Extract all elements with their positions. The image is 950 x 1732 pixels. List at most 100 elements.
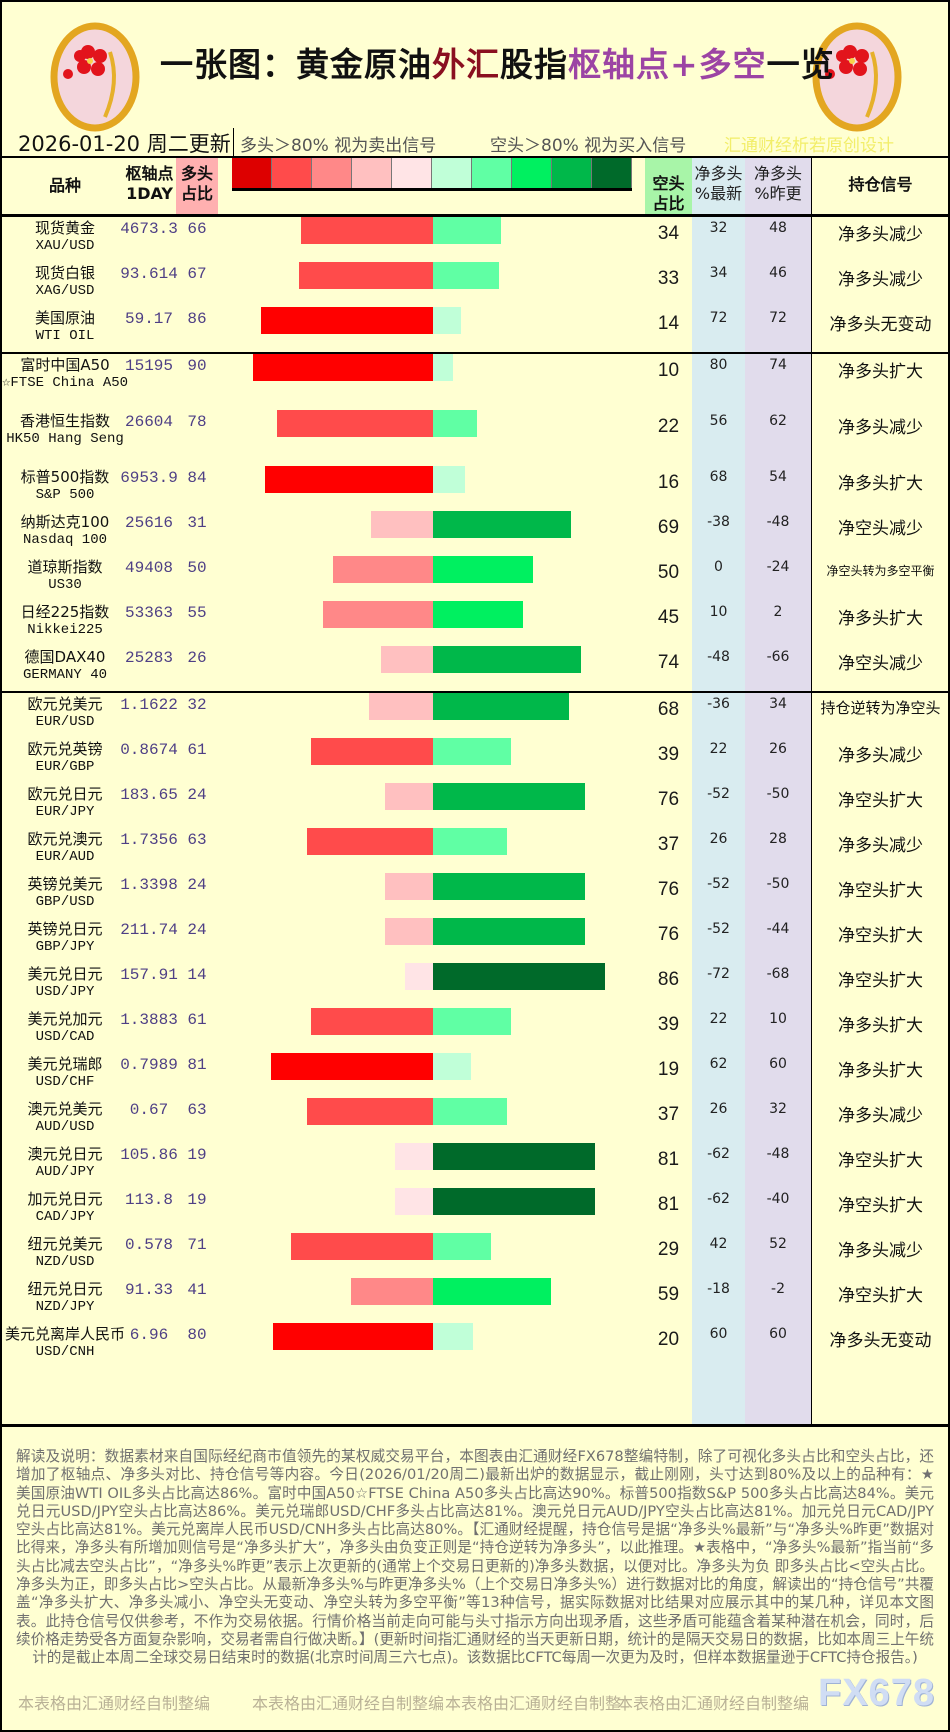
instrument-name: 美元兑瑞郎 USD/CHF	[0, 1053, 130, 1091]
instrument-name-cn: 美元兑离岸人民币	[4, 1325, 125, 1343]
net-long-previous: -48	[766, 514, 790, 530]
long-percent: 50	[187, 559, 207, 577]
short-percent: 14	[657, 313, 680, 334]
net-long-previous: -2	[771, 1281, 785, 1297]
instrument-symbol: USD/JPY	[35, 984, 95, 1000]
net-long-previous: -68	[766, 966, 790, 982]
short-percent: 69	[657, 517, 680, 538]
instrument-name-cn: 英镑兑美元	[27, 875, 103, 893]
instrument-symbol: XAU/USD	[35, 238, 95, 254]
pivot-value: 59.17	[124, 310, 173, 328]
instrument-name: 英镑兑日元 GBP/JPY	[0, 918, 130, 956]
net-long-previous: 26	[769, 741, 787, 757]
instrument-symbol: AUD/USD	[35, 1119, 95, 1135]
color-swatch	[592, 158, 632, 188]
long-percent: 24	[187, 786, 207, 804]
position-signal: 净多头减少	[838, 1106, 923, 1126]
short-percent: 29	[657, 1239, 680, 1260]
short-percent: 45	[657, 607, 680, 628]
instrument-symbol: EUR/USD	[35, 714, 95, 730]
watermark: 本表格由汇通财经自制整编	[617, 1694, 810, 1713]
long-percent: 71	[187, 1236, 207, 1254]
long-bar	[351, 1278, 433, 1305]
instrument-name: 纳斯达克100 Nasdaq 100	[0, 511, 130, 549]
instrument-name-cn: 英镑兑日元	[27, 920, 103, 938]
long-short-bar	[218, 1188, 645, 1218]
net-long-latest: -38	[707, 514, 730, 530]
pivot-value: 211.74	[120, 921, 178, 939]
long-bar	[253, 354, 433, 381]
table-row: 加元兑日元 CAD/JPY 113.8 19 81 -62 -40 净空头扩大	[0, 1188, 950, 1233]
long-short-bar	[218, 1233, 645, 1263]
plum-blossom-logo-icon	[50, 22, 140, 132]
pivot-value: 0.578	[124, 1236, 173, 1254]
position-signal: 净空头扩大	[838, 1286, 923, 1306]
net-long-previous: 34	[769, 696, 787, 712]
instrument-name-cn: 美元兑加元	[27, 1010, 103, 1028]
long-percent: 19	[187, 1146, 207, 1164]
net-long-previous: -66	[766, 649, 790, 665]
long-short-bar	[218, 410, 645, 440]
header-net-prev: 净多头 %昨更	[745, 158, 811, 215]
instrument-symbol: Nikkei225	[27, 622, 103, 638]
long-percent: 41	[187, 1281, 207, 1299]
long-percent: 24	[187, 876, 207, 894]
long-bar	[307, 828, 433, 855]
long-short-bar	[218, 354, 645, 384]
long-bar	[311, 1008, 433, 1035]
net-long-latest: -62	[707, 1191, 730, 1207]
pivot-value: 26604	[124, 413, 173, 431]
short-bar	[433, 601, 523, 628]
position-signal: 净多头减少	[838, 270, 923, 290]
long-percent: 86	[187, 310, 207, 328]
position-signal: 净空头减少	[838, 519, 923, 539]
short-bar	[433, 918, 585, 945]
instrument-symbol: EUR/JPY	[35, 804, 95, 820]
header-net-prev-sub: %昨更	[754, 184, 802, 203]
table-row: 纳斯达克100 Nasdaq 100 25616 31 69 -38 -48 净空头减少	[0, 511, 950, 556]
net-long-previous: 74	[769, 357, 787, 373]
pivot-value: 105.86	[120, 1146, 178, 1164]
color-scale-legend	[232, 158, 632, 191]
net-long-latest: 22	[709, 1011, 728, 1027]
long-bar	[405, 963, 433, 990]
header-net-new-sub: %最新	[694, 184, 743, 203]
long-bar	[323, 601, 433, 628]
short-bar	[433, 307, 461, 334]
short-percent: 10	[657, 360, 680, 381]
table-row: 纽元兑日元 NZD/JPY 91.33 41 59 -18 -2 净空头扩大	[0, 1278, 950, 1323]
long-bar	[371, 511, 433, 538]
table-row: 现货白银 XAG/USD 93.614 67 33 34 46 净多头减少	[0, 262, 950, 307]
position-signal: 净多头扩大	[838, 362, 923, 382]
position-signal: 净空头减少	[838, 654, 923, 674]
table-row: 现货黄金 XAU/USD 4673.3 66 34 32 48 净多头减少	[0, 217, 950, 262]
long-short-bar	[218, 1143, 645, 1173]
instrument-symbol: WTI OIL	[35, 328, 95, 344]
pivot-value: 183.65	[120, 786, 178, 804]
net-long-previous: -48	[766, 1146, 790, 1162]
short-percent: 76	[657, 789, 680, 810]
instrument-name-cn: 现货黄金	[34, 219, 95, 237]
divider	[233, 128, 234, 157]
short-bar	[433, 511, 571, 538]
color-swatch	[272, 158, 312, 188]
net-long-latest: 26	[709, 1101, 728, 1117]
instrument-name: 欧元兑美元 EUR/USD	[0, 693, 130, 731]
instrument-symbol: GBP/JPY	[35, 939, 95, 955]
long-short-bar	[218, 783, 645, 813]
instrument-symbol: CAD/JPY	[35, 1209, 95, 1225]
net-long-previous: 52	[769, 1236, 787, 1252]
instrument-name-cn: 纽元兑日元	[27, 1280, 103, 1298]
position-signal: 净空头扩大	[838, 971, 923, 991]
footer-explanation: 解读及说明：数据素材来自国际经纪商市值领先的某权威交易平台，本图表由汇通财经FX…	[16, 1448, 934, 1667]
pivot-value: 0.8674	[120, 741, 178, 759]
pivot-value: 1.7356	[120, 831, 178, 849]
long-short-bar	[218, 262, 645, 292]
instrument-name: 欧元兑英镑 EUR/GBP	[0, 738, 130, 776]
short-percent: 81	[657, 1194, 680, 1215]
position-signal: 净多头减少	[838, 418, 923, 438]
net-long-previous: 28	[769, 831, 787, 847]
long-short-bar	[218, 693, 645, 723]
long-percent: 63	[187, 1101, 207, 1119]
table-row: 富时中国A50 ☆FTSE China A50 15195 90 10 80 74 净多头扩大	[0, 352, 950, 410]
